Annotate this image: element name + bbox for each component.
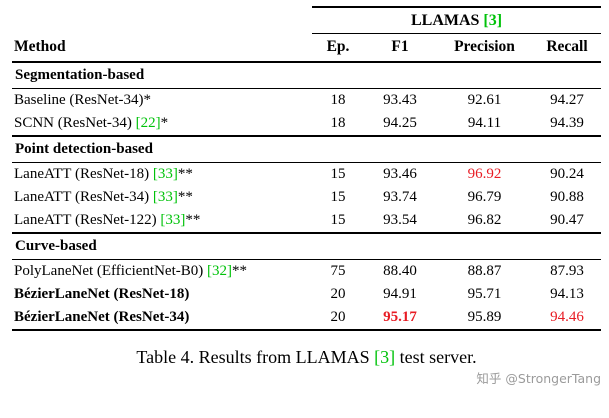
cell-recall: 90.24 bbox=[550, 166, 584, 182]
section-header-row: Segmentation-based bbox=[12, 61, 602, 89]
citation-link[interactable]: [32] bbox=[207, 263, 232, 279]
cell-method: LaneATT (ResNet-122) [33]** bbox=[12, 209, 312, 233]
citation-link[interactable]: [3] bbox=[374, 347, 396, 367]
cell-precision: 96.82 bbox=[467, 212, 502, 228]
table-row: PolyLaneNet (EfficientNet-B0) [32]** 75 … bbox=[12, 260, 601, 284]
method-suffix: ** bbox=[177, 166, 193, 182]
dataset-group-header: LLAMAS [3] bbox=[312, 6, 602, 34]
method-name: LaneATT (ResNet-34) bbox=[14, 189, 153, 205]
method-suffix: ** bbox=[185, 212, 201, 228]
cell-precision: 95.71 bbox=[467, 286, 502, 302]
method-name: BézierLaneNet (ResNet-34) bbox=[14, 309, 190, 325]
table-row: Baseline (ResNet-34)* 18 93.43 92.61 94.… bbox=[12, 89, 601, 113]
cell-f1: 93.46 bbox=[383, 166, 417, 182]
table-row: LaneATT (ResNet-122) [33]** 15 93.54 96.… bbox=[12, 209, 601, 233]
results-table: LLAMAS [3] Method Ep. F1 Precision Recal… bbox=[12, 6, 602, 331]
watermark: 知乎 @StrongerTang bbox=[476, 371, 601, 386]
section-title: Point detection-based bbox=[12, 135, 602, 163]
citation-link[interactable]: [3] bbox=[483, 12, 503, 29]
method-suffix: * bbox=[160, 115, 169, 131]
cell-recall: 90.47 bbox=[550, 212, 584, 228]
dataset-name: LLAMAS bbox=[410, 12, 480, 29]
paper-table-figure: LLAMAS [3] Method Ep. F1 Precision Recal… bbox=[12, 6, 602, 386]
cell-f1: 93.43 bbox=[383, 92, 417, 108]
column-header-row: Method Ep. F1 Precision Recall bbox=[12, 33, 602, 63]
col-f1: F1 bbox=[364, 33, 436, 63]
cell-f1: 93.54 bbox=[383, 212, 417, 228]
cell-recall: 94.13 bbox=[550, 286, 584, 302]
cell-precision: 88.87 bbox=[467, 263, 502, 279]
col-precision: Precision bbox=[436, 33, 533, 63]
cell-f1: 94.91 bbox=[383, 286, 417, 302]
caption-text-post: test server. bbox=[395, 347, 477, 367]
cell-method: BézierLaneNet (ResNet-18) bbox=[12, 283, 312, 306]
cell-precision: 95.89 bbox=[436, 306, 533, 331]
citation-link[interactable]: [33] bbox=[152, 189, 178, 205]
group-header-row: LLAMAS [3] bbox=[12, 6, 602, 34]
cell-precision: 96.92 bbox=[467, 166, 502, 182]
cell-precision: 94.11 bbox=[467, 115, 502, 131]
cell-precision: 92.61 bbox=[467, 92, 502, 108]
blank-cell bbox=[12, 7, 312, 34]
method-name: LaneATT (ResNet-122) bbox=[14, 212, 161, 228]
cell-epochs: 15 bbox=[330, 189, 346, 205]
cell-epochs: 75 bbox=[330, 263, 346, 279]
cell-epochs: 18 bbox=[330, 92, 346, 108]
cell-recall: 94.27 bbox=[550, 92, 584, 108]
table-row: SCNN (ResNet-34) [22]* 18 94.25 94.11 94… bbox=[12, 112, 601, 136]
method-name: LaneATT (ResNet-18) bbox=[14, 166, 153, 182]
citation-link[interactable]: [33] bbox=[152, 166, 178, 182]
cell-method: PolyLaneNet (EfficientNet-B0) [32]** bbox=[12, 260, 312, 284]
cell-epochs: 15 bbox=[330, 166, 346, 182]
cell-epochs: 15 bbox=[330, 212, 346, 228]
method-name: BézierLaneNet (ResNet-18) bbox=[14, 286, 190, 302]
method-name: Baseline (ResNet-34)* bbox=[14, 92, 152, 108]
table-row: LaneATT (ResNet-34) [33]** 15 93.74 96.7… bbox=[12, 186, 601, 209]
cell-method: BézierLaneNet (ResNet-34) bbox=[12, 306, 312, 331]
cell-epochs: 20 bbox=[312, 306, 364, 331]
cell-epochs: 18 bbox=[330, 115, 346, 131]
cell-f1: 93.74 bbox=[383, 189, 417, 205]
method-name: PolyLaneNet (EfficientNet-B0) bbox=[14, 263, 207, 279]
table-row: BézierLaneNet (ResNet-34) 20 95.17 95.89… bbox=[12, 306, 602, 331]
method-suffix: ** bbox=[177, 189, 193, 205]
caption-text-pre: Table 4. Results from LLAMAS bbox=[136, 347, 375, 367]
section-header-row: Curve-based bbox=[12, 232, 602, 260]
section-header-row: Point detection-based bbox=[12, 135, 602, 163]
cell-f1: 94.25 bbox=[383, 115, 417, 131]
section-title: Curve-based bbox=[12, 232, 602, 260]
cell-method: LaneATT (ResNet-18) [33]** bbox=[12, 163, 312, 187]
cell-recall: 94.46 bbox=[533, 306, 602, 331]
table-row: BézierLaneNet (ResNet-18) 20 94.91 95.71… bbox=[12, 283, 601, 306]
cell-f1: 88.40 bbox=[383, 263, 417, 279]
col-method: Method bbox=[12, 33, 312, 63]
table-row: LaneATT (ResNet-18) [33]** 15 93.46 96.9… bbox=[12, 163, 601, 187]
col-epochs: Ep. bbox=[312, 33, 364, 63]
method-name: SCNN (ResNet-34) bbox=[14, 115, 136, 131]
table-caption: Table 4. Results from LLAMAS [3] test se… bbox=[12, 347, 601, 368]
cell-precision: 96.79 bbox=[467, 189, 502, 205]
citation-link[interactable]: [33] bbox=[160, 212, 186, 228]
cell-recall: 87.93 bbox=[550, 263, 584, 279]
cell-recall: 90.88 bbox=[550, 189, 584, 205]
cell-f1: 95.17 bbox=[364, 306, 436, 331]
method-suffix: ** bbox=[232, 263, 247, 279]
cell-method: SCNN (ResNet-34) [22]* bbox=[12, 112, 312, 136]
cell-method: LaneATT (ResNet-34) [33]** bbox=[12, 186, 312, 209]
cell-epochs: 20 bbox=[330, 286, 346, 302]
section-title: Segmentation-based bbox=[12, 61, 602, 89]
cell-recall: 94.39 bbox=[550, 115, 584, 131]
citation-link[interactable]: [22] bbox=[135, 115, 161, 131]
col-recall: Recall bbox=[533, 33, 602, 63]
cell-method: Baseline (ResNet-34)* bbox=[12, 89, 312, 113]
